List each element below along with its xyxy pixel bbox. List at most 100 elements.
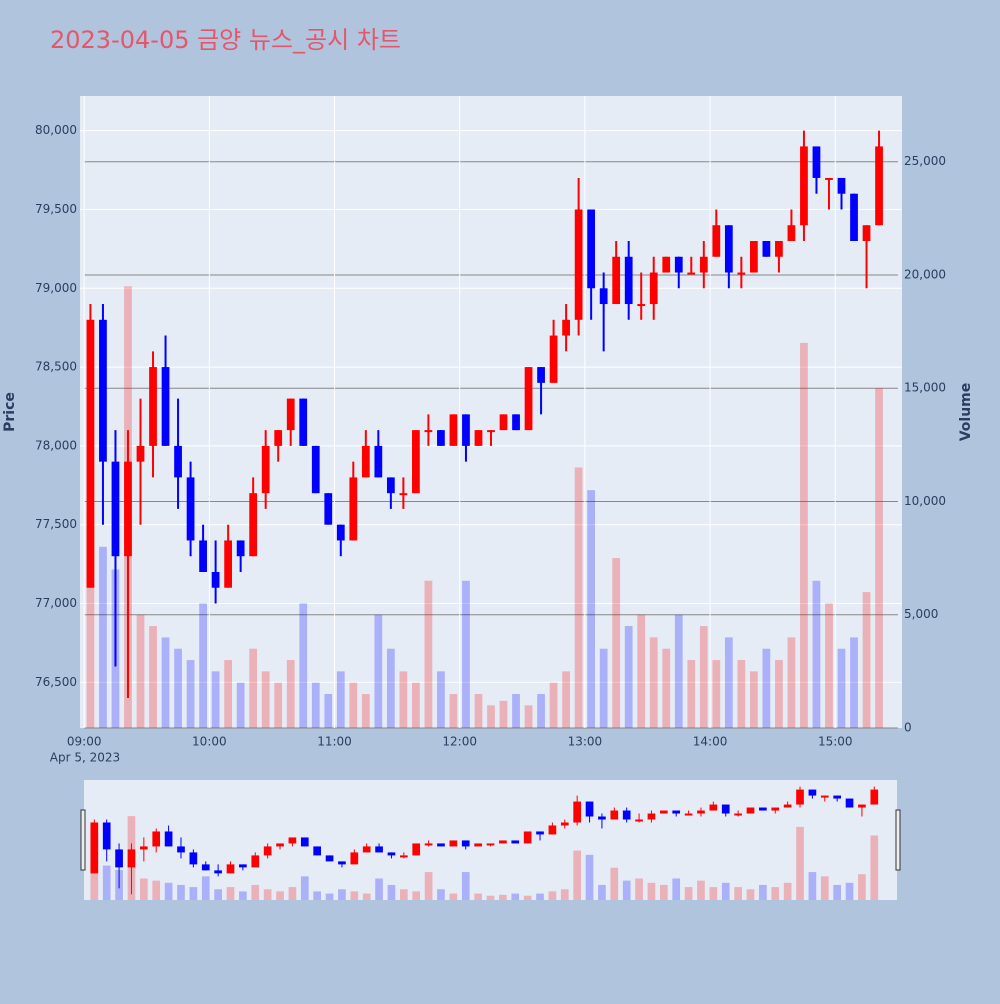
mini-volume-bar <box>300 876 309 900</box>
y-tick-label: 80,000 <box>35 123 77 137</box>
candle-body <box>386 477 395 494</box>
volume-bar <box>286 660 295 728</box>
candle-body <box>499 414 508 431</box>
volume-bar <box>336 671 345 728</box>
candle-body <box>249 493 258 557</box>
mini-volume-bar <box>140 878 148 900</box>
volume-bar <box>825 603 833 728</box>
volume-bar <box>712 660 721 728</box>
mini-candle-body <box>560 822 569 826</box>
candle-body <box>336 524 345 541</box>
candle-body <box>612 256 621 305</box>
volume-bar <box>136 614 145 728</box>
candle-body <box>111 461 120 557</box>
candle-body <box>136 445 145 462</box>
volume-bar <box>437 671 445 728</box>
candle-body <box>762 240 771 257</box>
range-handle[interactable] <box>895 809 901 871</box>
volume-bar <box>637 614 646 728</box>
candle-body <box>587 209 596 289</box>
mini-volume-bar <box>387 884 396 900</box>
mini-volume-bar <box>486 895 495 900</box>
candle-body <box>324 493 333 525</box>
mini-volume-bar <box>152 880 161 900</box>
mini-candle-body <box>263 846 272 856</box>
candle-body <box>862 225 871 241</box>
mini-volume-bar <box>635 878 643 900</box>
mini-candle-body <box>536 831 544 835</box>
mini-candle-body <box>635 819 643 822</box>
volume-bar <box>99 546 107 728</box>
mini-volume-bar <box>845 882 854 900</box>
volume-bar <box>361 694 370 728</box>
candle-body <box>311 445 320 494</box>
mini-volume-bar <box>709 887 718 900</box>
volume-bar <box>762 648 771 728</box>
volume-bar <box>624 626 633 728</box>
mini-volume-bar <box>189 887 198 900</box>
mini-volume-bar <box>573 850 582 900</box>
x-tick-label: 11:00 <box>317 735 352 749</box>
candle-body <box>562 319 570 336</box>
candle-body <box>161 367 170 446</box>
mini-candle-body <box>684 813 693 816</box>
range-slider[interactable] <box>84 780 897 900</box>
mini-candle-body <box>362 846 371 853</box>
mini-volume-bar <box>820 876 829 900</box>
mini-candle-body <box>845 798 854 808</box>
mini-volume-bar <box>783 882 792 900</box>
candle-body <box>537 367 545 383</box>
mini-volume-bar <box>672 878 681 900</box>
mini-volume-bar <box>523 895 532 900</box>
candle-body <box>775 240 783 257</box>
volume-bar <box>211 671 220 728</box>
mini-volume-bar <box>90 859 99 900</box>
candle-body <box>261 445 270 494</box>
mini-volume-bar <box>226 887 235 900</box>
candle-body <box>662 256 671 273</box>
volume-bar <box>737 660 746 728</box>
mini-candle-body <box>709 804 718 811</box>
mini-volume-bar <box>474 893 482 900</box>
mini-candle-body <box>858 804 866 808</box>
x-tick-label: 15:00 <box>818 735 853 749</box>
y-axis-title: Price <box>2 392 18 432</box>
mini-candle-body <box>325 855 334 862</box>
volume-bar <box>374 614 383 728</box>
mini-candle-body <box>412 843 421 856</box>
mini-candle-body <box>721 804 730 814</box>
range-handle[interactable] <box>80 809 86 871</box>
candle-body <box>850 193 858 241</box>
mini-candle-body <box>585 801 594 817</box>
mini-candle-body <box>746 807 755 814</box>
candle-body <box>674 256 683 273</box>
mini-candle-body <box>140 846 148 850</box>
y2-axis-title: Volume <box>958 383 974 442</box>
volume-bar <box>174 648 182 728</box>
mini-candle-body <box>598 816 606 820</box>
mini-candle-body <box>672 810 681 814</box>
y2-tick-label: 10,000 <box>904 494 946 508</box>
volume-bar <box>749 671 758 728</box>
volume-bar <box>862 592 871 728</box>
y2-tick-label: 15,000 <box>904 381 946 395</box>
candle-body <box>299 398 308 446</box>
mini-volume-bar <box>598 884 606 900</box>
mini-candle-body <box>424 843 433 846</box>
y-tick-label: 78,500 <box>35 360 77 374</box>
volume-bar <box>787 637 796 728</box>
candle-body <box>274 430 283 446</box>
candle-body <box>749 240 758 273</box>
volume-bar <box>186 660 195 728</box>
mini-volume-bar <box>201 876 210 900</box>
candle-body <box>649 272 658 305</box>
mini-candle-body <box>437 843 445 847</box>
mini-candle-body <box>573 801 582 823</box>
volume-bar <box>699 626 708 728</box>
x-tick-label: 12:00 <box>442 735 477 749</box>
volume-bar <box>850 637 858 728</box>
candle-body <box>186 477 195 541</box>
mini-volume-bar <box>870 835 879 900</box>
volume-bar <box>487 705 495 728</box>
